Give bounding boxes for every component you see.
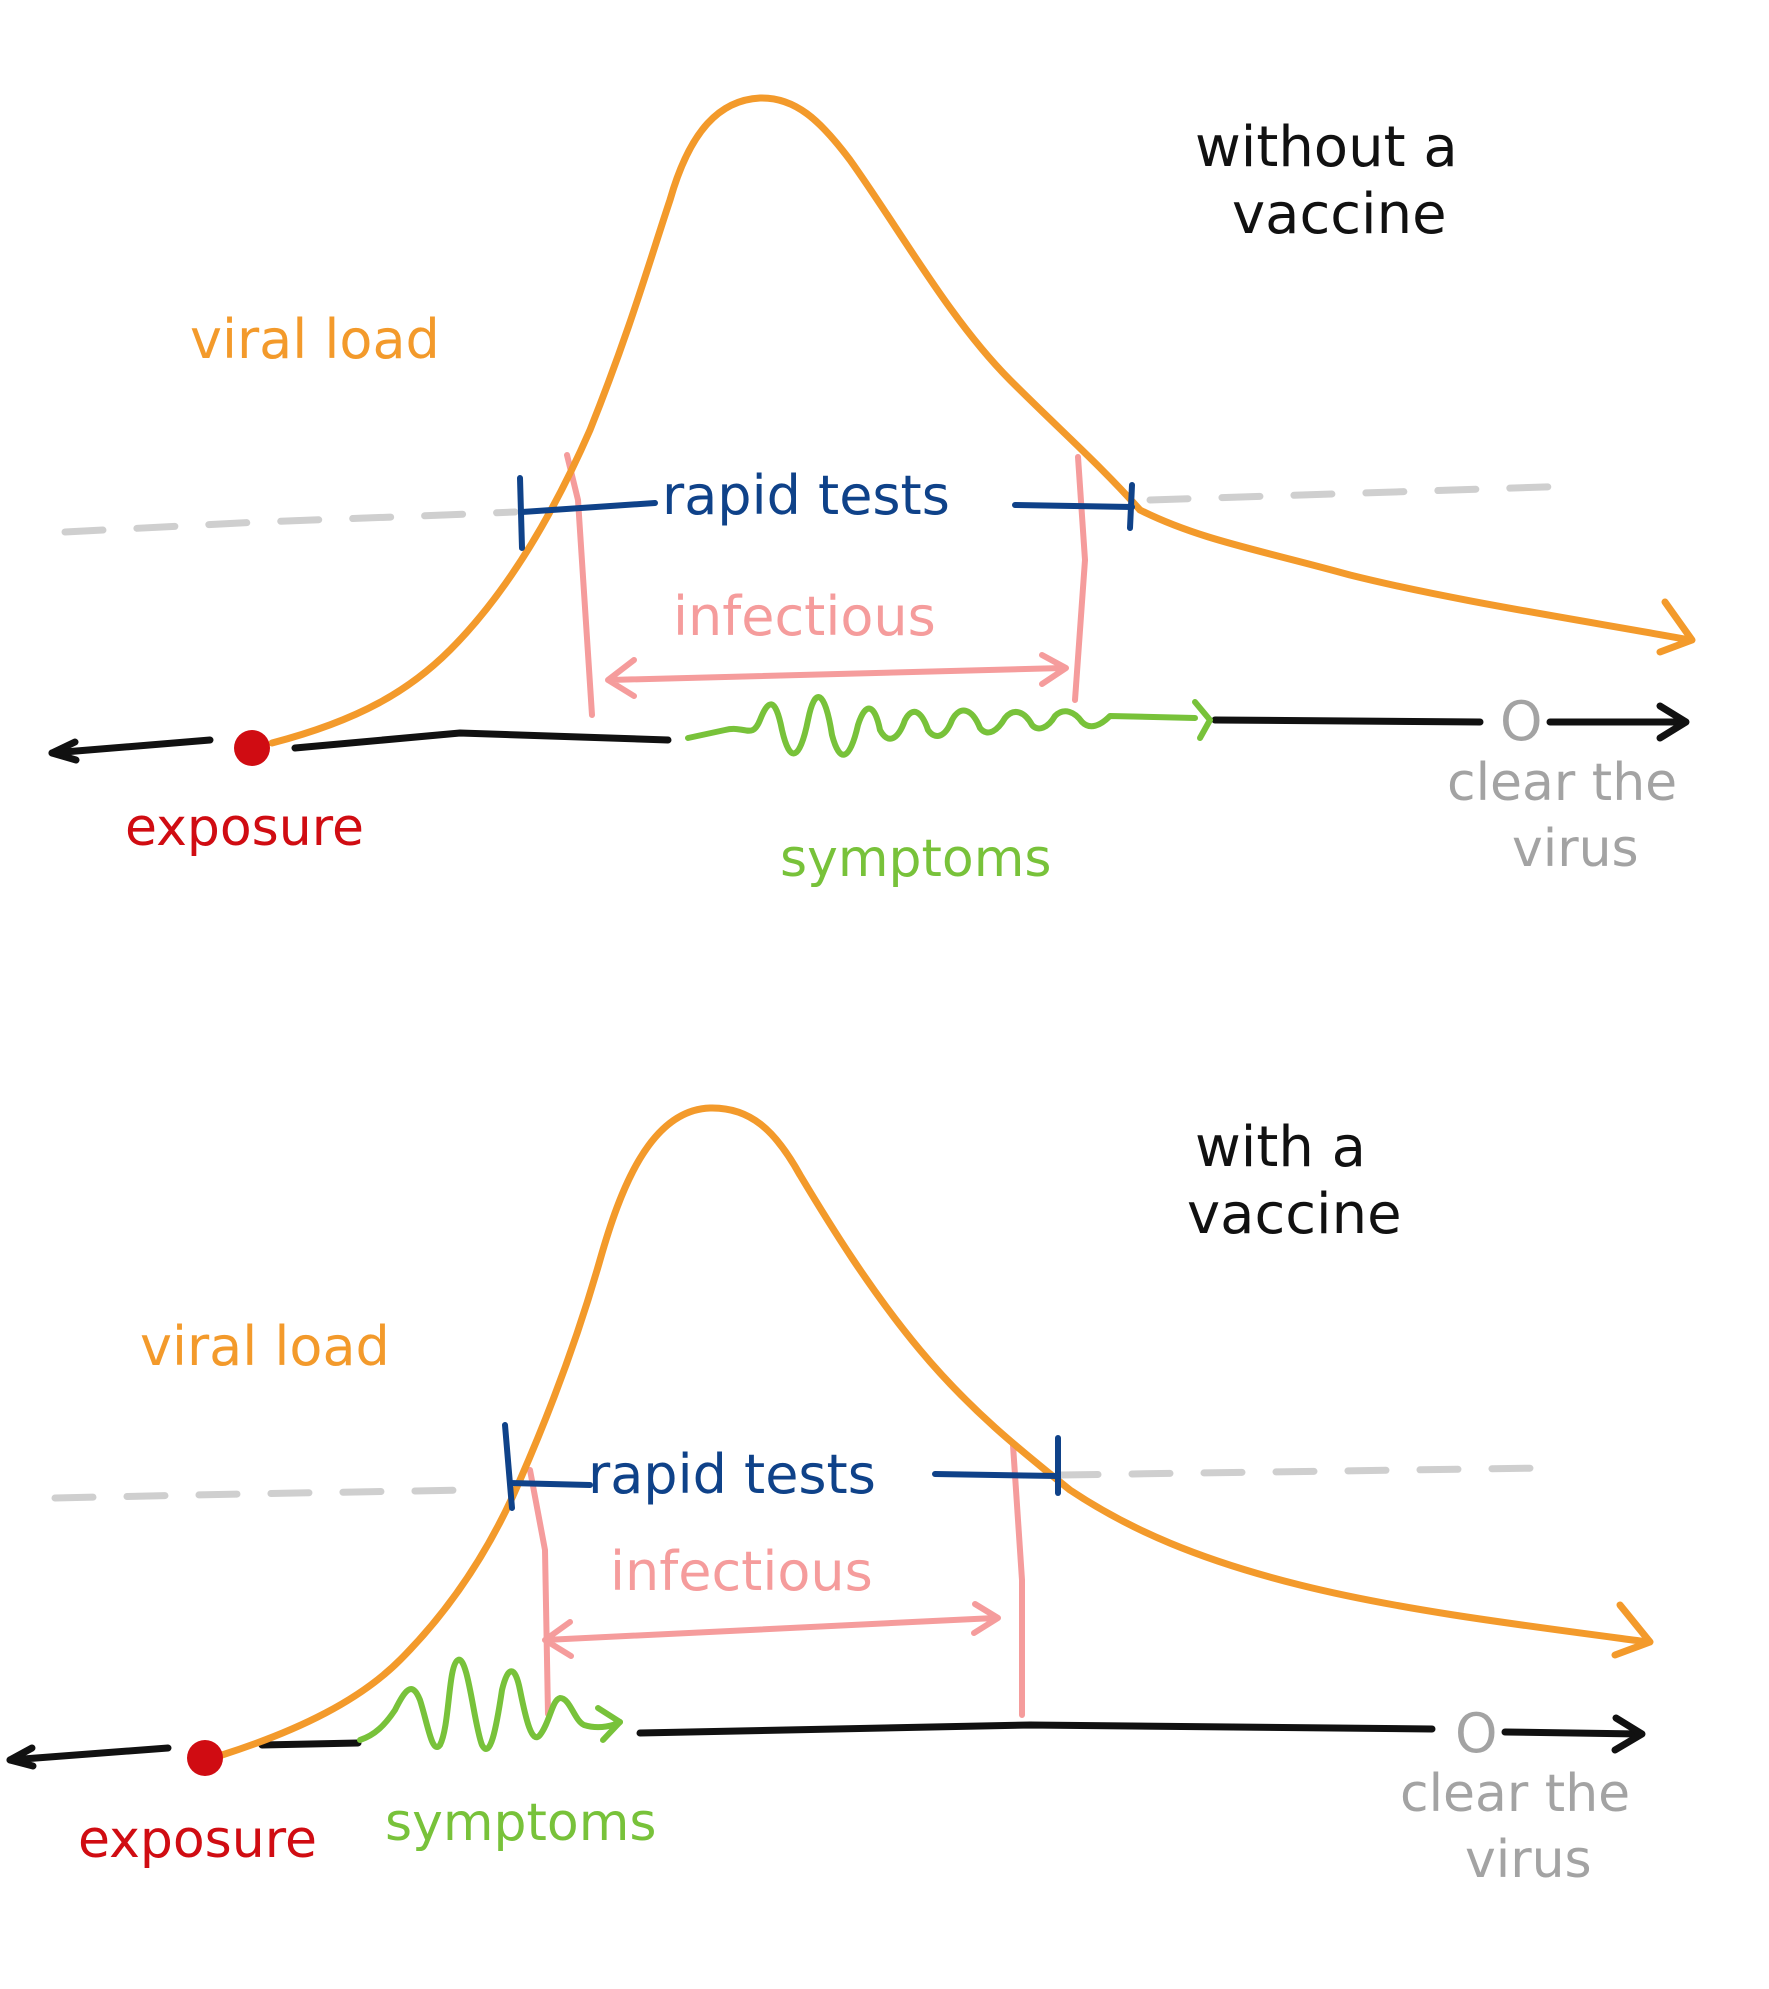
- timeline-axis: [6, 1721, 1644, 1764]
- detection-threshold-line: [61, 482, 1579, 536]
- clear-label-line1: clear the: [1400, 1764, 1630, 1824]
- infectious-label: infectious: [610, 1540, 873, 1603]
- clear-label-line2: virus: [1512, 819, 1639, 879]
- rapid-tests-label: rapid tests: [662, 464, 950, 527]
- clear-virus-marker: O: [1500, 690, 1543, 753]
- viral-load-curve: [218, 1104, 1652, 1759]
- viral-load-arrowhead: [1611, 1601, 1654, 1659]
- timeline-right-arrowhead: [1611, 1714, 1646, 1754]
- infectious-arrow: [605, 652, 1069, 699]
- infectious-arrow: [542, 1601, 1001, 1659]
- viral-load-arrowhead: [1656, 598, 1696, 656]
- exposure-label: exposure: [78, 1810, 317, 1870]
- panel-title-line1: with a: [1195, 1115, 1366, 1180]
- clear-virus-marker: O: [1455, 1702, 1498, 1765]
- symptoms-arrowhead: [595, 1705, 623, 1743]
- clear-label-line1: clear the: [1447, 753, 1677, 813]
- exposure-dot: [234, 730, 270, 766]
- infectious-end-line: [1072, 454, 1088, 703]
- viral-load-label: viral load: [140, 1315, 390, 1378]
- rapid-tests-left-bar: [519, 500, 658, 515]
- rapid-tests-start-tick: [502, 1422, 515, 1511]
- timeline-axis: [48, 716, 1687, 757]
- panel-without-vaccine: without a vaccine rapid tests infectious…: [48, 94, 1696, 889]
- panel-with-vaccine: with a vaccine rapid tests infectious vi…: [6, 1104, 1654, 1890]
- panel-title-line2: vaccine: [1187, 1182, 1402, 1247]
- panel-title-line1: without a: [1195, 115, 1458, 180]
- clear-label-line2: virus: [1465, 1830, 1592, 1890]
- infectious-end-line: [1010, 1442, 1025, 1718]
- infectious-label: infectious: [673, 585, 936, 648]
- symptoms-squiggle: [357, 1657, 623, 1752]
- timeline-right-arrowhead: [1656, 702, 1690, 742]
- rapid-tests-right-bar: [932, 1471, 1061, 1479]
- viral-load-label: viral load: [190, 308, 440, 371]
- symptoms-label: symptoms: [385, 1793, 656, 1853]
- symptoms-arrowhead: [1192, 699, 1213, 741]
- panel-title-line2: vaccine: [1232, 182, 1447, 247]
- symptoms-label: symptoms: [780, 829, 1051, 889]
- detection-threshold-line: [51, 1464, 1549, 1502]
- exposure-dot: [187, 1740, 223, 1776]
- exposure-label: exposure: [125, 798, 364, 858]
- rapid-tests-right-bar: [1012, 502, 1135, 510]
- infectious-start-line: [527, 1467, 551, 1717]
- rapid-tests-left-bar: [507, 1480, 593, 1488]
- infectious-start-line: [564, 452, 595, 718]
- viral-load-curve: [268, 94, 1694, 747]
- rapid-tests-label: rapid tests: [588, 1443, 876, 1506]
- symptoms-squiggle: [685, 694, 1198, 758]
